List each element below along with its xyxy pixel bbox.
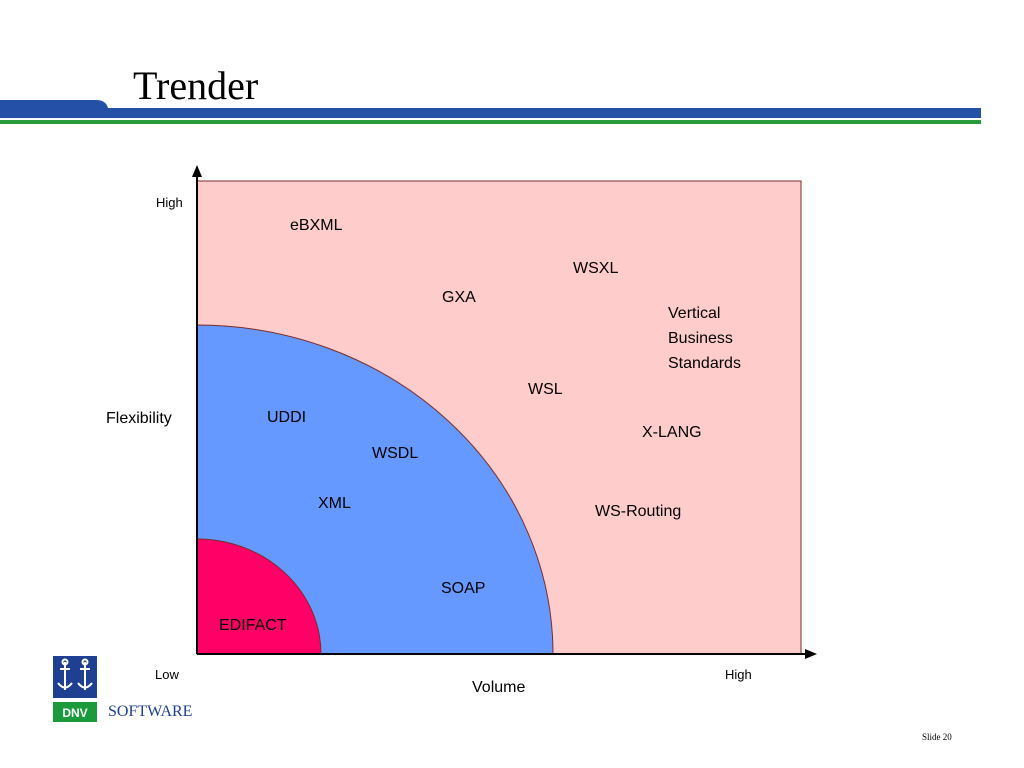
y-axis-arrow — [192, 165, 202, 177]
item-xml: XML — [318, 495, 351, 512]
anchor-icon — [53, 656, 97, 698]
slide-title: Trender — [133, 63, 259, 108]
x-axis-high-label: High — [725, 667, 752, 682]
item-vertical-line-3: Standards — [668, 355, 741, 372]
item-soap: SOAP — [441, 580, 485, 597]
x-axis-arrow — [805, 649, 817, 659]
x-axis-low-label: Low — [155, 667, 179, 682]
item-vertical-line-1: Vertical — [668, 305, 720, 322]
item-wsdl: WSDL — [372, 445, 418, 462]
slide-number: Slide 20 — [922, 732, 952, 742]
middle-region — [196, 324, 554, 655]
item-x-lang: X-LANG — [642, 424, 702, 441]
item-vertical-line-2: Business — [668, 330, 733, 347]
logo-software-text: SOFTWARE — [108, 703, 193, 720]
item-uddi: UDDI — [267, 409, 306, 426]
y-axis-label: Flexibility — [106, 410, 172, 427]
dnv-mark-background — [53, 702, 97, 722]
y-axis-high-label: High — [156, 195, 183, 210]
item-ws-routing: WS-Routing — [595, 503, 681, 520]
item-ebxml: eBXML — [290, 217, 343, 234]
header-green-bar — [0, 120, 981, 124]
dnv-mark-text: DNV — [62, 706, 87, 720]
inner-region — [196, 538, 322, 655]
item-edifact: EDIFACT — [219, 617, 287, 634]
item-wsxl: WSXL — [573, 260, 618, 277]
dnv-logo: DNV — [53, 656, 97, 722]
x-axis-label: Volume — [472, 679, 525, 696]
item-wsl: WSL — [528, 381, 563, 398]
item-gxa: GXA — [442, 289, 476, 306]
header-blue-bar — [0, 100, 981, 118]
header-bars — [0, 100, 981, 124]
